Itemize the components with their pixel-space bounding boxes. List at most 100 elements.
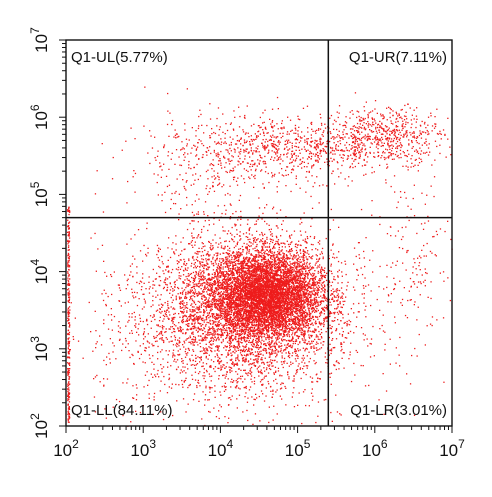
data-point: [273, 309, 276, 311]
data-point: [230, 262, 232, 264]
data-point: [198, 280, 200, 283]
data-point: [255, 271, 258, 273]
data-point: [261, 287, 263, 289]
data-point: [296, 291, 298, 293]
data-point: [319, 312, 321, 314]
data-point: [239, 287, 241, 289]
data-point: [303, 300, 305, 302]
data-point: [299, 315, 301, 317]
data-point: [294, 270, 297, 272]
data-point: [280, 345, 282, 348]
data-point: [221, 324, 223, 326]
data-point: [260, 272, 262, 274]
data-point: [260, 263, 262, 266]
data-point: [226, 293, 229, 295]
data-point: [280, 270, 282, 272]
data-point: [270, 286, 272, 288]
data-point: [243, 301, 245, 303]
data-point: [260, 273, 262, 275]
data-point: [243, 295, 246, 297]
data-point: [266, 270, 268, 272]
data-point: [288, 245, 290, 248]
data-point: [251, 259, 253, 261]
data-point: [298, 289, 300, 292]
data-point: [300, 252, 302, 254]
data-point: [281, 340, 284, 342]
data-point: [254, 304, 257, 306]
data-point: [337, 319, 339, 321]
data-point: [316, 283, 319, 285]
data-point: [250, 281, 252, 283]
data-point: [282, 295, 285, 298]
data-point: [287, 295, 289, 297]
data-point: [292, 309, 294, 311]
data-point: [296, 312, 299, 314]
data-point: [291, 306, 293, 308]
data-point: [244, 279, 246, 281]
data-point: [298, 269, 300, 271]
data-point: [296, 278, 298, 280]
data-point: [275, 261, 277, 263]
data-point: [264, 296, 266, 298]
data-point: [297, 322, 300, 324]
data-point: [272, 310, 274, 313]
data-point: [225, 289, 227, 291]
data-point: [309, 283, 311, 285]
data-point: [228, 328, 230, 330]
data-point: [220, 276, 222, 278]
data-point: [302, 310, 304, 312]
data-point: [323, 269, 325, 272]
data-point: [286, 270, 288, 273]
data-point: [278, 275, 280, 277]
data-point: [242, 271, 244, 273]
data-point: [269, 285, 271, 288]
data-point: [263, 298, 266, 300]
data-point: [207, 289, 210, 291]
data-point: [269, 322, 271, 325]
data-point: [249, 266, 251, 268]
data-point: [283, 316, 285, 318]
data-point: [317, 288, 319, 290]
data-point: [302, 297, 304, 299]
data-point: [285, 276, 287, 279]
data-point: [270, 312, 272, 314]
data-point: [257, 281, 259, 283]
data-point: [256, 296, 259, 298]
data-point: [323, 297, 325, 299]
data-point: [285, 266, 287, 268]
data-point: [306, 297, 308, 299]
data-point: [192, 319, 195, 321]
data-point: [256, 230, 258, 232]
data-point: [264, 274, 266, 276]
data-point: [254, 263, 256, 266]
data-point: [281, 282, 283, 284]
data-point: [245, 283, 248, 286]
data-point: [306, 272, 308, 274]
data-point: [232, 318, 234, 320]
data-point: [279, 306, 281, 308]
data-point: [300, 287, 302, 289]
data-point: [294, 265, 296, 267]
data-point: [301, 334, 303, 336]
data-point: [317, 265, 319, 267]
data-point: [272, 313, 274, 316]
data-point: [286, 281, 288, 283]
data-point: [304, 289, 306, 291]
data-point: [274, 289, 276, 291]
data-point: [245, 289, 247, 291]
data-point: [312, 304, 314, 306]
data-point: [208, 317, 210, 319]
data-point: [271, 332, 273, 335]
data-point: [206, 321, 208, 324]
data-point: [276, 281, 279, 283]
data-point: [334, 279, 336, 281]
data-point: [266, 278, 269, 281]
data-point: [261, 260, 263, 262]
data-point: [294, 315, 296, 318]
data-point: [243, 301, 245, 304]
data-point: [282, 316, 284, 319]
data-point: [314, 338, 316, 341]
data-point: [280, 334, 282, 336]
data-point: [302, 300, 304, 302]
data-point: [295, 316, 297, 319]
